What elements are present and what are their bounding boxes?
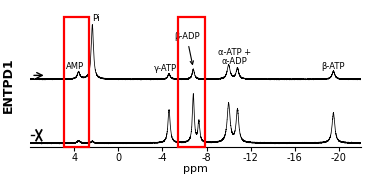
X-axis label: ppm: ppm (183, 164, 208, 174)
Text: β-ATP: β-ATP (322, 62, 345, 71)
Bar (178, 17, 205, 147)
Text: ENTPD1: ENTPD1 (2, 57, 15, 113)
Text: γ-ATP: γ-ATP (154, 64, 177, 73)
Text: β-ADP: β-ADP (174, 32, 200, 64)
Text: Pi: Pi (92, 14, 100, 23)
Text: α-ATP +: α-ATP + (218, 48, 251, 57)
Text: AMP: AMP (66, 62, 84, 71)
Bar (64, 17, 88, 147)
Text: α-ADP: α-ADP (221, 57, 247, 66)
